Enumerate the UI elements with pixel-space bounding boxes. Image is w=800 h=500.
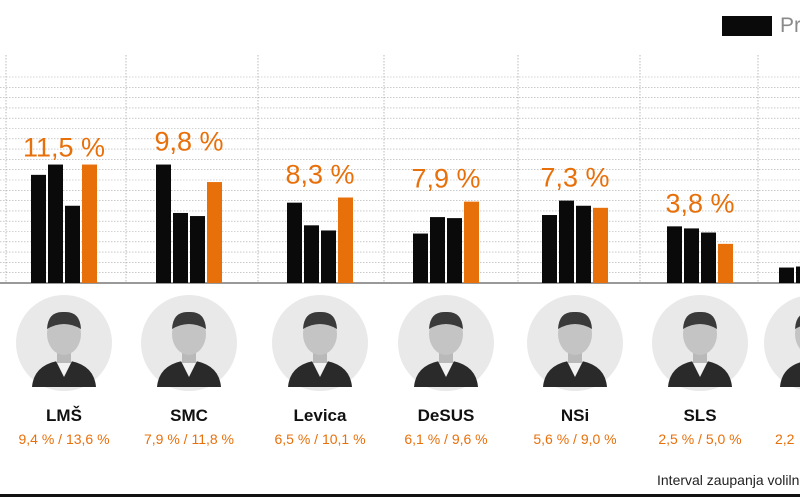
portrait-photo [527,295,623,391]
portrait-shirt [438,361,454,377]
bar-nsi-poll-3 [576,205,591,283]
party-name: LMŠ [46,406,82,425]
bar-desus-poll-2 [430,217,445,283]
bar-sls-poll-2 [684,228,699,283]
legend-label: Pr [780,14,800,37]
portrait-hair [558,311,592,329]
portrait-shirt [312,361,328,377]
portrait-shirt [567,361,583,377]
portrait-hair [795,315,800,329]
bottom-rule [0,494,800,497]
bar-smc-poll-3 [190,216,205,283]
party-name: NSi [561,406,589,425]
portrait-circle [764,296,800,390]
bar-sls-poll-3 [701,232,716,283]
portrait-hair [683,311,717,329]
portrait-photo [398,295,494,391]
bar-levica-poll-3 [321,230,336,283]
bar-desus-current [464,201,479,283]
confidence-range: 2,2 [775,431,795,447]
bar-lmš-poll-1 [31,174,46,283]
value-label: 3,8 % [665,188,734,218]
portrait-hair [429,311,463,329]
legend: Pr [722,14,800,38]
value-label: 9,8 % [154,127,223,157]
party-name: SMC [170,406,208,425]
confidence-range: 6,1 % / 9,6 % [404,431,487,447]
portrait-hair [47,311,81,329]
confidence-range: 2,5 % / 5,0 % [658,431,741,447]
portrait-shirt [692,361,708,377]
portrait-photo [764,296,800,390]
portrait-suit [780,362,800,387]
party-name: DeSUS [418,406,475,425]
bar-nsi-current [593,207,608,283]
bar-smc-poll-2 [173,212,188,283]
confidence-range: 6,5 % / 10,1 % [274,431,365,447]
legend-swatch [722,16,772,36]
value-label: 11,5 % [23,133,105,163]
party-name: SLS [683,406,716,425]
portrait-hair [303,311,337,329]
bar-levica-current [338,197,353,283]
bar-sls-current [718,243,733,283]
confidence-interval-note: Interval zaupanja volilne [657,472,800,488]
portrait-shirt [56,361,72,377]
bar-levica-poll-2 [304,225,319,283]
bar-levica-poll-1 [287,202,302,283]
bar-smc-poll-1 [156,164,171,283]
bar-lmš-poll-2 [48,164,63,283]
bar-party-7-poll-2 [796,266,800,283]
confidence-range: 9,4 % / 13,6 % [18,431,109,447]
portrait-hair [172,311,206,329]
party-name: Levica [294,406,347,425]
value-label: 7,9 % [411,164,480,194]
bar-lmš-poll-3 [65,205,80,283]
bar-desus-poll-3 [447,218,462,283]
bar-smc-current [207,182,222,283]
confidence-range: 7,9 % / 11,8 % [144,431,234,447]
portrait-photo [272,295,368,391]
bar-nsi-poll-1 [542,215,557,283]
portrait-shirt [181,361,197,377]
bar-nsi-poll-2 [559,200,574,283]
portrait-photo [16,295,112,391]
portrait-photo [652,295,748,391]
bar-desus-poll-1 [413,233,428,283]
confidence-range: 5,6 % / 9,0 % [533,431,616,447]
value-label: 7,3 % [540,163,609,193]
bar-party-7-poll-1 [779,267,794,283]
value-label: 8,3 % [285,160,354,190]
portrait-photo [141,295,237,391]
bar-lmš-current [82,164,97,283]
bar-sls-poll-1 [667,226,682,283]
